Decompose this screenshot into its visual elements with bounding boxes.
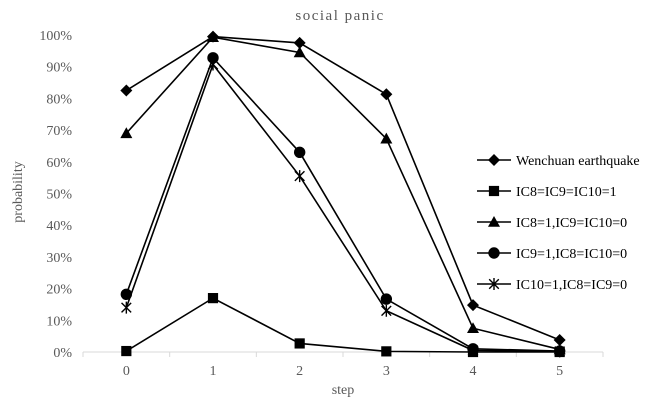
data-point — [380, 88, 393, 101]
y-tick-label: 100% — [39, 29, 72, 44]
legend-label: IC8=1,IC9=IC10=0 — [516, 216, 627, 231]
data-point — [293, 146, 306, 158]
x-tick-label: 5 — [556, 364, 563, 379]
y-tick-label: 10% — [46, 314, 72, 329]
data-point — [467, 344, 479, 357]
data-point — [381, 346, 392, 357]
series-line — [125, 62, 560, 353]
data-point — [293, 36, 306, 49]
y-tick-label: 60% — [46, 156, 72, 171]
series-lines — [125, 35, 560, 353]
series-markers — [120, 30, 566, 358]
data-point — [554, 345, 565, 358]
x-tick-label: 4 — [470, 364, 477, 379]
data-point — [120, 84, 133, 97]
y-tick-label: 50% — [46, 188, 72, 203]
y-tick-label: 70% — [46, 124, 72, 139]
data-point — [120, 288, 133, 301]
series-line — [125, 36, 560, 351]
y-axis-ticks: 0% 10% 20% 30% 40% 50% 60% 70% 80% 90% 100% — [39, 29, 72, 361]
y-tick-label: 90% — [46, 61, 72, 76]
legend-label: IC9=1,IC8=IC10=0 — [516, 247, 627, 262]
data-point — [293, 46, 306, 58]
data-point — [121, 301, 132, 314]
x-tick-label: 0 — [123, 364, 130, 379]
data-point — [207, 293, 219, 304]
x-tick-label: 3 — [383, 364, 390, 379]
x-axis-label: step — [332, 383, 355, 397]
data-point — [120, 127, 133, 139]
data-point — [380, 293, 393, 305]
data-point — [381, 304, 392, 317]
x-tick-label: 2 — [296, 364, 303, 379]
y-tick-label: 30% — [46, 251, 72, 266]
legend-marker — [488, 278, 500, 290]
data-point — [467, 299, 479, 312]
series-line — [125, 35, 560, 341]
data-point — [553, 333, 566, 346]
data-point — [467, 322, 479, 334]
legend-marker — [488, 154, 500, 166]
legend-label: IC8=IC9=IC10=1 — [516, 185, 617, 200]
legend-marker — [488, 185, 500, 197]
data-point — [207, 58, 219, 71]
series-line — [125, 297, 560, 353]
data-point — [121, 345, 132, 357]
x-axis: 0 1 2 3 4 5 — [82, 351, 604, 379]
legend-marker — [488, 247, 500, 259]
data-point — [294, 170, 305, 183]
data-point — [380, 132, 393, 144]
y-tick-label: 40% — [46, 219, 72, 234]
legend-marker — [488, 216, 500, 227]
y-tick-label: 80% — [46, 92, 72, 107]
legend-label: IC10=1,IC8=IC9=0 — [516, 278, 627, 293]
legend-label: Wenchuan earthquake — [516, 154, 640, 169]
chart-title: social panic — [295, 8, 384, 24]
legend: Wenchuan earthquake IC8=IC9=IC10=1 IC8=1,I… — [477, 154, 640, 293]
x-tick-label: 1 — [210, 364, 217, 379]
y-tick-label: 0% — [53, 346, 72, 361]
series-line — [125, 56, 560, 352]
y-axis-label: probability — [11, 161, 26, 222]
y-tick-label: 20% — [46, 283, 72, 298]
data-point — [294, 338, 305, 349]
data-point — [207, 31, 219, 43]
